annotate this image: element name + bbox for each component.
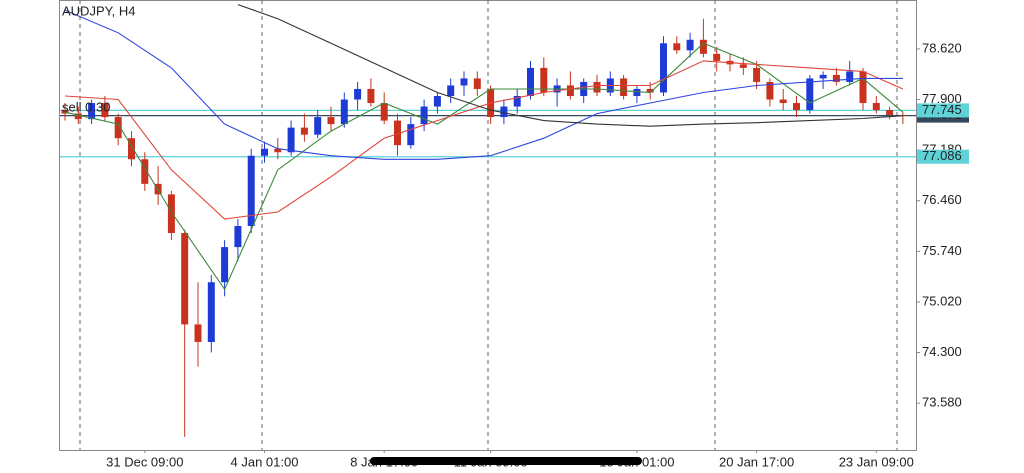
candle-body [114, 117, 122, 139]
candle-body [633, 88, 641, 97]
candle-body [88, 103, 96, 120]
candle-body [540, 67, 548, 93]
level-label: 77.745 [922, 102, 962, 117]
candle-body [354, 88, 362, 100]
candle-body [660, 43, 667, 93]
candle-body [420, 106, 428, 125]
candle-body [167, 194, 175, 234]
candle-body [473, 78, 481, 89]
candle-body [433, 96, 441, 107]
candle-body [407, 124, 415, 146]
period-separators [79, 0, 898, 450]
moving-average [64, 60, 904, 220]
plot-layer: 31 Dec 09:004 Jan 01:008 Jan 17:0011 Jan… [60, 4, 920, 469]
candle-body [513, 96, 521, 107]
candle-body [394, 120, 401, 146]
candle-body [327, 117, 335, 125]
candle-body [646, 88, 654, 93]
candle-body [261, 148, 268, 156]
y-tick-label: 75.020 [922, 293, 962, 308]
candle-body [753, 67, 761, 82]
candle-body [686, 39, 694, 51]
candle-body [128, 138, 135, 160]
candle-body [779, 99, 787, 104]
candle-body [527, 67, 534, 97]
candle-body [846, 71, 854, 82]
candle-body [713, 53, 721, 61]
candle-body [274, 148, 282, 153]
candle-body [819, 74, 827, 79]
candle-body [859, 71, 867, 104]
candle-body [593, 81, 601, 93]
candle-body [340, 99, 348, 125]
level-label-box [917, 149, 969, 164]
level-label-box [917, 103, 969, 118]
candle-body [194, 324, 202, 342]
candle-body [886, 110, 894, 115]
moving-average [64, 42, 904, 291]
candle-body [367, 88, 375, 104]
candle-body [61, 110, 69, 114]
x-tick-label: 20 Jan 17:00 [719, 454, 794, 469]
order-label: sell 0.30 [62, 99, 110, 114]
candle-body [766, 81, 774, 100]
candle-body [620, 78, 628, 97]
candle-body [300, 127, 308, 135]
y-tick-label: 77.900 [922, 91, 962, 106]
candle-body [141, 159, 149, 184]
candle-body [101, 103, 109, 118]
y-tick-label: 78.620 [922, 40, 962, 55]
x-tick-label: 4 Jan 01:00 [231, 454, 299, 469]
candle-body [566, 85, 574, 97]
candle-body [380, 103, 388, 121]
overlay-layer: 78.62077.90077.18076.46075.74075.02074.3… [917, 40, 969, 410]
candle-body [832, 74, 840, 82]
candle-body [793, 103, 800, 111]
x-tick-label: 31 Dec 09:00 [106, 454, 183, 469]
candle-body [314, 117, 322, 135]
candle-body [899, 114, 907, 116]
candle-body [739, 64, 747, 68]
candle-body [247, 155, 255, 227]
candle-body [699, 39, 707, 54]
x-tick-label: 23 Jan 09:00 [839, 454, 914, 469]
candle-body [500, 106, 508, 118]
candle-body [872, 103, 880, 111]
candle-body [181, 233, 189, 325]
candle-body [673, 43, 681, 51]
candle-body [806, 78, 814, 111]
y-tick-label: 76.460 [922, 192, 962, 207]
candle-body [234, 226, 242, 248]
candle-body [287, 127, 295, 153]
candle-body [447, 85, 455, 97]
level-label: 77.086 [922, 148, 962, 163]
candle-body [221, 247, 229, 283]
chart-title: AUDJPY, H4 [62, 3, 135, 18]
moving-average [237, 4, 903, 127]
y-tick-label: 74.300 [922, 344, 962, 359]
home-indicator [370, 457, 642, 465]
candle-body [207, 282, 215, 342]
y-tick-label: 73.580 [922, 395, 962, 410]
y-tick-label: 75.740 [922, 243, 962, 258]
moving-average [64, 9, 903, 160]
candle-body [460, 78, 468, 86]
candle-body [74, 113, 82, 120]
